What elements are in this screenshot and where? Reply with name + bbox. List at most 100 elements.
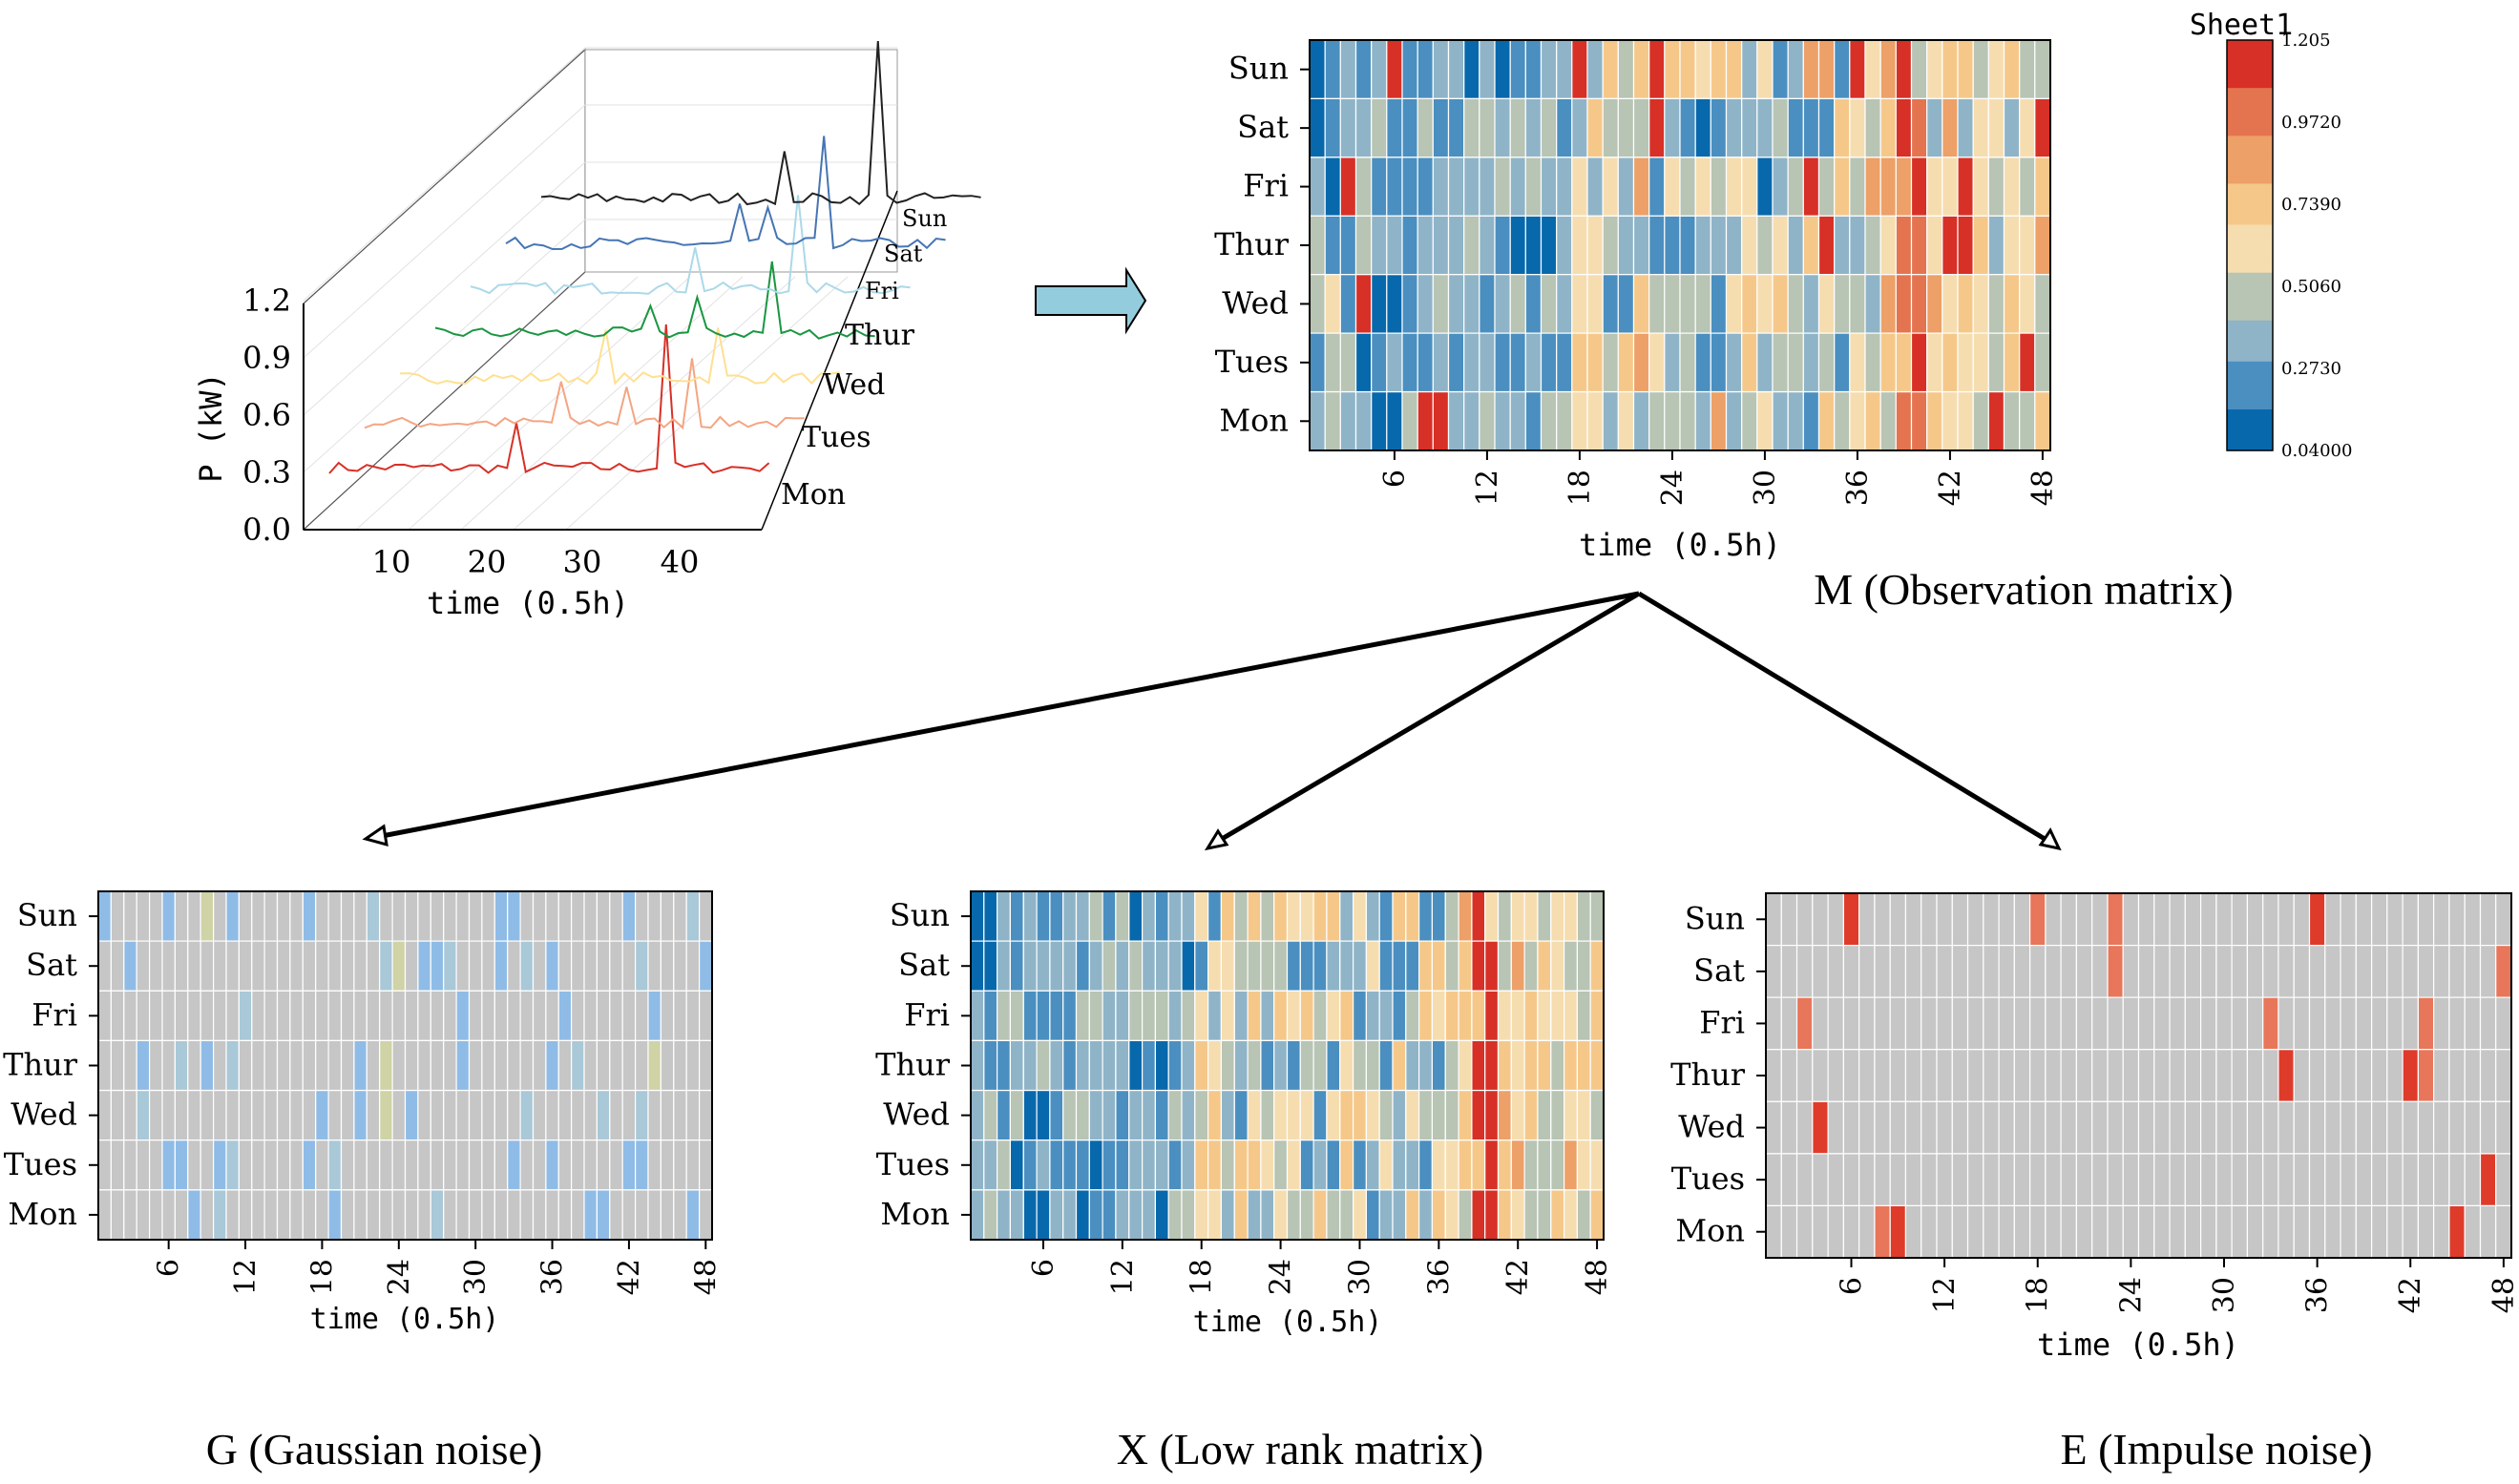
heatmap-cell [136,1039,151,1092]
heatmap-cell [673,990,687,1042]
heatmap-cell [1447,215,1465,276]
heatmap-cell [1576,940,1591,992]
heatmap-cell [1910,157,1928,217]
heatmap-cell [983,990,998,1042]
heatmap-cell [1471,940,1486,992]
heatmap-cell [1115,1039,1130,1092]
heatmap-cell [1371,391,1388,451]
heatmap-cell [970,940,985,992]
heatmap-cell [174,940,189,992]
heatmap-cell [1926,274,1943,334]
heatmap-cell [970,990,985,1042]
heatmap-cell [2137,944,2155,998]
heatmap-cell [2371,1153,2388,1207]
row-label: Sun [1228,51,1289,87]
heatmap-cell [532,940,547,992]
heatmap-cell [2246,1204,2264,1259]
heatmap-cell [340,940,355,992]
heatmap-cell [2479,1204,2497,1259]
heatmap-cell [1207,1039,1222,1092]
heatmap-cell [1571,274,1588,334]
heatmap-cell [1049,890,1064,942]
heatmap-cell [2013,1204,2031,1259]
heatmap-cell [404,1189,419,1241]
heatmap-cell [1664,39,1681,100]
heatmap-cell [1802,215,1820,276]
colorbar-step [2227,190,2273,199]
heatmap-cell [2278,1204,2295,1259]
heatmap-cell [1679,39,1696,100]
heatmap-cell [1062,1189,1078,1241]
heatmap-cell [2402,996,2420,1051]
colorbar-step [2227,183,2273,192]
heatmap-cell [1874,1153,1891,1207]
heatmap-cell [1834,215,1851,276]
heatmap-cell [225,1139,240,1191]
heatmap-cell [1247,940,1262,992]
heatmap-cell [1286,1089,1301,1141]
heatmap-cell [2075,892,2093,947]
heatmap-cell [1444,990,1459,1042]
heatmap-cell [2402,1204,2420,1259]
heatmap-cell [2153,892,2171,947]
heatmap-cell [1921,892,1938,947]
heatmap-cell [1115,1089,1130,1141]
heatmap-cell [1817,97,1836,158]
heatmap-cell [2231,944,2249,998]
heatmap-cell [1523,1039,1539,1092]
heatmap-cell [673,1089,687,1141]
row-label: Tues [876,1146,950,1182]
heatmap-cell [2034,157,2051,217]
heatmap-cell [136,890,151,942]
row-label: Fri [1699,1004,1745,1040]
heatmap-cell [404,890,419,942]
heatmap-cell [2262,944,2279,998]
heatmap-cell [1128,940,1144,992]
heatmap-cell [1479,215,1496,276]
heatmap-cell [1417,274,1434,334]
heatmap-cell [647,940,661,992]
heatmap-cell [2091,1049,2109,1102]
heatmap-cell [1326,940,1341,992]
heatmap-cell [1987,39,2005,100]
heatmap-cell [519,1089,535,1141]
heatmap-cell [1983,944,2000,998]
heatmap-cell [123,1139,137,1191]
heatmap-cell [2464,944,2482,998]
heatmap-cell [1648,97,1666,158]
heatmap-cell [2308,1049,2326,1102]
heatmap-cell [110,1039,125,1092]
right-arrow-icon [1035,266,1147,335]
heatmap-cell [1392,1089,1407,1141]
heatmap-cell [468,890,483,942]
heatmap-cell [685,1189,701,1241]
heatmap-cell [1432,274,1450,334]
heatmap-cell [1352,990,1367,1042]
heatmap-cell [698,940,713,992]
heatmap-cell [2402,1153,2420,1207]
heatmap-cell [2402,1100,2420,1155]
heatmap-cell [685,940,701,992]
heatmap-cell [1556,39,1573,100]
heatmap-cell [2448,1049,2466,1102]
heatmap-cell [1417,990,1433,1042]
heatmap-cell [1324,97,1341,158]
heatmap-cell [1009,1189,1024,1241]
heatmap-cell [1895,274,1913,334]
heatmap-cell [1022,1189,1038,1241]
heatmap-cell [2340,1204,2357,1259]
heatmap-cell [1765,996,1782,1051]
heatmap-cell [1352,1089,1367,1141]
heatmap-cell [1987,97,2005,158]
heatmap-cell [2293,892,2311,947]
heatmap-cell [1563,1089,1578,1141]
heatmap-cell [2029,1049,2047,1102]
heatmap-cell [1556,274,1573,334]
heatmap-cell [417,940,431,992]
x-tick: 24 [383,1259,416,1295]
heatmap-cell [1299,1189,1314,1241]
heatmap-cell [404,990,419,1042]
heatmap-cell [199,890,215,942]
heatmap-cell [1392,940,1407,992]
